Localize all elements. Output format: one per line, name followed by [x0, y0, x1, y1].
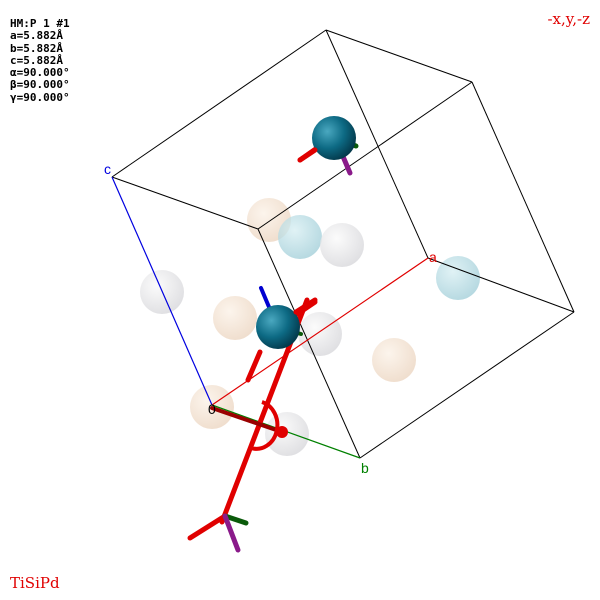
cell-edge [427, 257, 575, 313]
ghost-atom-gray[interactable] [320, 223, 364, 267]
ghost-atom-cream[interactable] [372, 338, 416, 382]
marker-red [187, 513, 228, 541]
cell-c-label: c=5.882Å [10, 53, 63, 67]
c-axis-label: c [104, 161, 111, 177]
cell-a-label: a=5.882Å [10, 29, 63, 43]
origin-label: 0 [208, 401, 216, 417]
cell-edge [471, 81, 575, 313]
cell-edge [359, 311, 575, 459]
atom-highlighted[interactable] [312, 116, 356, 160]
cell-edge [257, 228, 361, 459]
ghost-atoms [140, 198, 480, 456]
space-group-label: HM:P 1 #1 [10, 17, 70, 30]
a-axis-label: a [429, 249, 437, 265]
cell-edge [325, 29, 429, 259]
rotation-arrow-shaft [210, 406, 284, 434]
ghost-atom-gray[interactable] [298, 312, 342, 356]
ghost-atom-lightblue[interactable] [436, 256, 480, 300]
symmetry-operation-label: -x,y,-z [547, 10, 590, 28]
cell-gamma-label: γ=90.000° [10, 90, 70, 104]
formula-label: TiSiPd [10, 574, 60, 592]
cell-edge [111, 176, 259, 230]
cell-edge [111, 29, 327, 178]
marker-red [245, 349, 263, 383]
cell-beta-label: β=90.000° [10, 78, 70, 92]
rotation-center [276, 426, 288, 438]
cell-alpha-label: α=90.000° [10, 66, 70, 80]
cell-b-label: b=5.882Å [10, 41, 63, 55]
marker-red [293, 297, 318, 315]
b-axis-label: b [361, 460, 369, 476]
c-axis-line [111, 176, 213, 406]
atom-highlighted[interactable] [256, 305, 300, 349]
marker-green [222, 513, 249, 526]
cell-edge [257, 81, 473, 230]
ghost-atom-cream[interactable] [213, 296, 257, 340]
marker-red [297, 147, 318, 163]
marker-purple [222, 513, 241, 553]
cell-edge [325, 29, 473, 83]
cell-info-panel: HM:P 1 #1 a=5.882Å b=5.882Å c=5.882Å α=9… [10, 17, 70, 104]
unit-cell [111, 29, 575, 459]
ghost-atom-lightblue[interactable] [278, 215, 322, 259]
